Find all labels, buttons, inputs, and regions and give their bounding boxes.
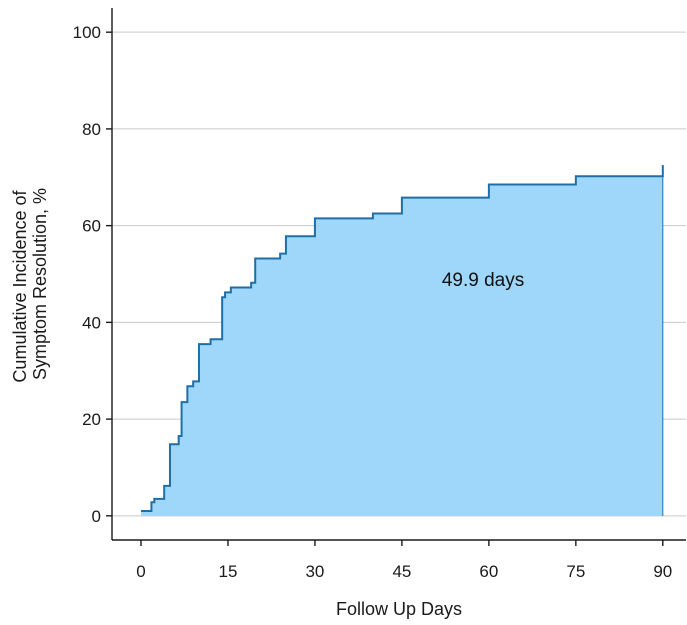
cumulative-incidence-area: [140, 165, 663, 516]
cumulative-incidence-line: [140, 165, 664, 512]
y-tick-label: 60: [82, 217, 101, 236]
y-tick-label: 100: [73, 23, 101, 42]
x-tick-label: 90: [653, 562, 672, 581]
y-axis-title-line-1: Cumulative Incidence of: [10, 189, 30, 382]
x-tick-label: 60: [479, 562, 498, 581]
y-axis-ticks: 0 20 40 60 80 100: [73, 23, 112, 526]
x-tick-label: 45: [392, 562, 411, 581]
y-axis-title-line-2: Symptom Resolution, %: [30, 188, 50, 380]
x-axis-ticks: 0 15 30 45 60 75 90: [136, 540, 672, 581]
x-axis-title: Follow Up Days: [336, 599, 462, 619]
x-tick-label: 15: [218, 562, 237, 581]
x-tick-label: 0: [136, 562, 145, 581]
y-tick-label: 40: [82, 313, 101, 332]
y-tick-label: 20: [82, 410, 101, 429]
y-axis-title: Cumulative Incidence of Symptom Resoluti…: [10, 185, 50, 382]
y-tick-label: 0: [92, 507, 101, 526]
y-tick-label: 80: [82, 120, 101, 139]
data-series-layer: [140, 165, 664, 516]
x-tick-label: 30: [305, 562, 324, 581]
annotation-label: 49.9 days: [442, 270, 524, 291]
x-tick-label: 75: [566, 562, 585, 581]
